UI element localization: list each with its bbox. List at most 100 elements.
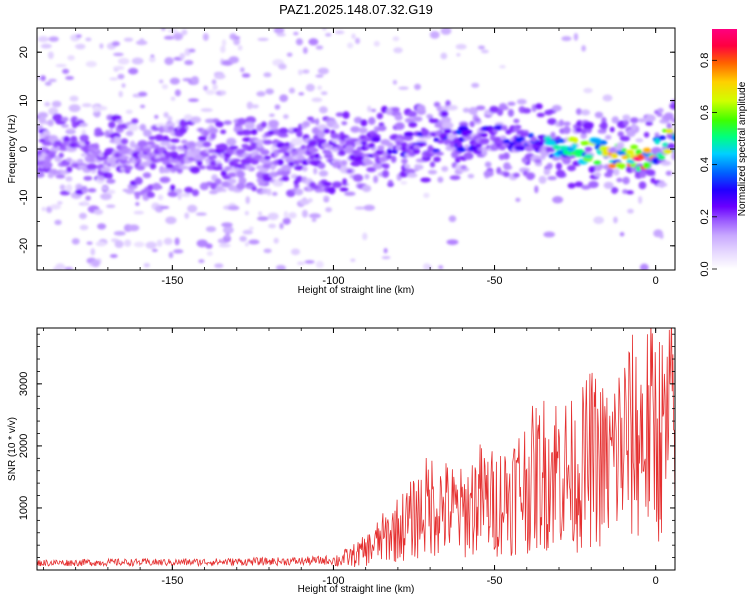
heatmap-cell-129 xyxy=(82,200,87,206)
heatmap-cell-321 xyxy=(142,148,152,153)
heatmap-cell-140 xyxy=(85,195,91,201)
heatmap-cell-727 xyxy=(284,142,291,147)
heatmap-cell-1046 xyxy=(416,104,426,113)
heatmap-cell-1390 xyxy=(593,216,605,225)
heatmap-cell-409 xyxy=(177,192,182,200)
heatmap-cell-1420 xyxy=(606,168,615,174)
heatmap-cell-908 xyxy=(350,160,361,167)
heatmap-cell-469 xyxy=(193,148,201,154)
heatmap-cell-65 xyxy=(55,263,65,270)
heatmap-cell-300 xyxy=(135,40,148,46)
heatmap-cell-1458 xyxy=(626,159,635,165)
heatmap-cell-579 xyxy=(233,36,241,40)
heatmap-cell-786 xyxy=(307,198,313,203)
heatmap-cell-1444 xyxy=(622,176,630,185)
heatmap-cell-1438 xyxy=(616,177,623,183)
heatmap-cell-87 xyxy=(65,184,73,193)
heatmap-cell-484 xyxy=(202,33,209,41)
heatmap-cell-1071 xyxy=(429,31,440,39)
spectrogram-y-tick-label-3: 10 xyxy=(18,94,30,106)
heatmap-cell-512 xyxy=(211,79,217,85)
heatmap-cell-533 xyxy=(212,166,224,171)
heatmap-cell-1176 xyxy=(476,143,483,148)
heatmap-cell-570 xyxy=(226,137,237,146)
heatmap-cell-849 xyxy=(323,128,330,134)
heatmap-cell-888 xyxy=(342,111,350,119)
heatmap-cell-298 xyxy=(135,158,142,163)
heatmap-cell-1088 xyxy=(435,151,444,156)
heatmap-cell-1407 xyxy=(602,94,613,102)
heatmap-cell-1007 xyxy=(400,181,408,185)
heatmap-cell-989 xyxy=(392,36,400,42)
heatmap-cell-511 xyxy=(212,84,218,91)
heatmap-cell-1113 xyxy=(446,105,458,111)
heatmap-cell-541 xyxy=(220,129,227,135)
heatmap-cell-1237 xyxy=(515,197,521,203)
heatmap-cell-612 xyxy=(241,143,249,149)
heatmap-cell-1381 xyxy=(583,154,594,159)
heatmap-cell-482 xyxy=(199,165,206,170)
heatmap-cell-593 xyxy=(236,170,245,179)
heatmap-cell-1333 xyxy=(562,156,572,165)
heatmap-cell-488 xyxy=(203,129,209,138)
heatmap-cell-1018 xyxy=(404,117,415,124)
heatmap-cell-917 xyxy=(353,116,363,124)
heatmap-cell-1411 xyxy=(603,181,614,189)
heatmap-cell-243 xyxy=(114,137,124,145)
snr-y-tick-label-1: 2000 xyxy=(18,434,30,458)
heatmap-cell-743 xyxy=(290,248,301,256)
heatmap-cell-937 xyxy=(363,160,374,166)
heatmap-cell-655 xyxy=(260,121,267,128)
heatmap-cell-1394 xyxy=(594,163,604,171)
heatmap-cell-373 xyxy=(159,176,171,184)
heatmap-cell-901 xyxy=(345,145,355,150)
heatmap-cell-427 xyxy=(179,53,186,60)
heatmap-cell-1510 xyxy=(654,138,660,145)
heatmap-cell-893 xyxy=(347,42,354,49)
heatmap-cell-760 xyxy=(295,38,303,46)
heatmap-cell-515 xyxy=(208,190,218,195)
heatmap-cell-920 xyxy=(356,146,363,152)
heatmap-cell-758 xyxy=(296,261,305,265)
heatmap-cell-602 xyxy=(241,73,251,78)
colorbar-label: Normalized spectral amplitude xyxy=(737,81,748,216)
heatmap-cell-252 xyxy=(119,145,128,149)
heatmap-cell-396 xyxy=(167,29,179,33)
heatmap-cell-1223 xyxy=(503,171,510,178)
heatmap-cell-536 xyxy=(220,45,226,54)
heatmap-cell-275 xyxy=(127,123,139,132)
heatmap-cell-846 xyxy=(322,181,332,187)
heatmap-cell-434 xyxy=(178,165,189,170)
heatmap-cell-1011 xyxy=(401,158,408,165)
heatmap-cell-41 xyxy=(48,107,59,116)
heatmap-cell-1372 xyxy=(580,140,590,146)
heatmap-cell-1490 xyxy=(642,162,651,169)
heatmap-cell-766 xyxy=(296,130,303,138)
heatmap-cell-85 xyxy=(65,176,73,182)
heatmap-cell-1300 xyxy=(543,168,551,176)
heatmap-cell-1408 xyxy=(605,134,612,140)
heatmap-cell-1517 xyxy=(658,135,667,141)
heatmap-cell-1250 xyxy=(516,98,527,105)
heatmap-cell-764 xyxy=(293,165,305,171)
heatmap-cell-703 xyxy=(278,63,287,70)
heatmap-cell-975 xyxy=(381,169,390,178)
heatmap-cell-494 xyxy=(201,152,210,158)
heatmap-cell-312 xyxy=(136,165,146,171)
heatmap-cell-826 xyxy=(318,106,328,114)
heatmap-cell-762 xyxy=(298,92,305,96)
heatmap-cell-329 xyxy=(147,192,155,198)
heatmap-cell-36 xyxy=(42,141,53,146)
heatmap-cell-616 xyxy=(245,116,257,124)
snr-series xyxy=(37,328,675,568)
heatmap-cell-277 xyxy=(128,224,140,232)
heatmap-cell-1309 xyxy=(547,118,557,125)
spectrogram-x-tick-label-2: -50 xyxy=(487,275,503,287)
heatmap-cell-662 xyxy=(263,248,272,254)
heatmap-cell-1085 xyxy=(437,176,444,183)
heatmap-cell-344 xyxy=(152,182,161,191)
heatmap-cell-158 xyxy=(87,188,97,193)
heatmap-cell-407 xyxy=(173,249,184,254)
heatmap-cell-814 xyxy=(317,85,322,91)
heatmap-cell-1447 xyxy=(621,148,627,152)
